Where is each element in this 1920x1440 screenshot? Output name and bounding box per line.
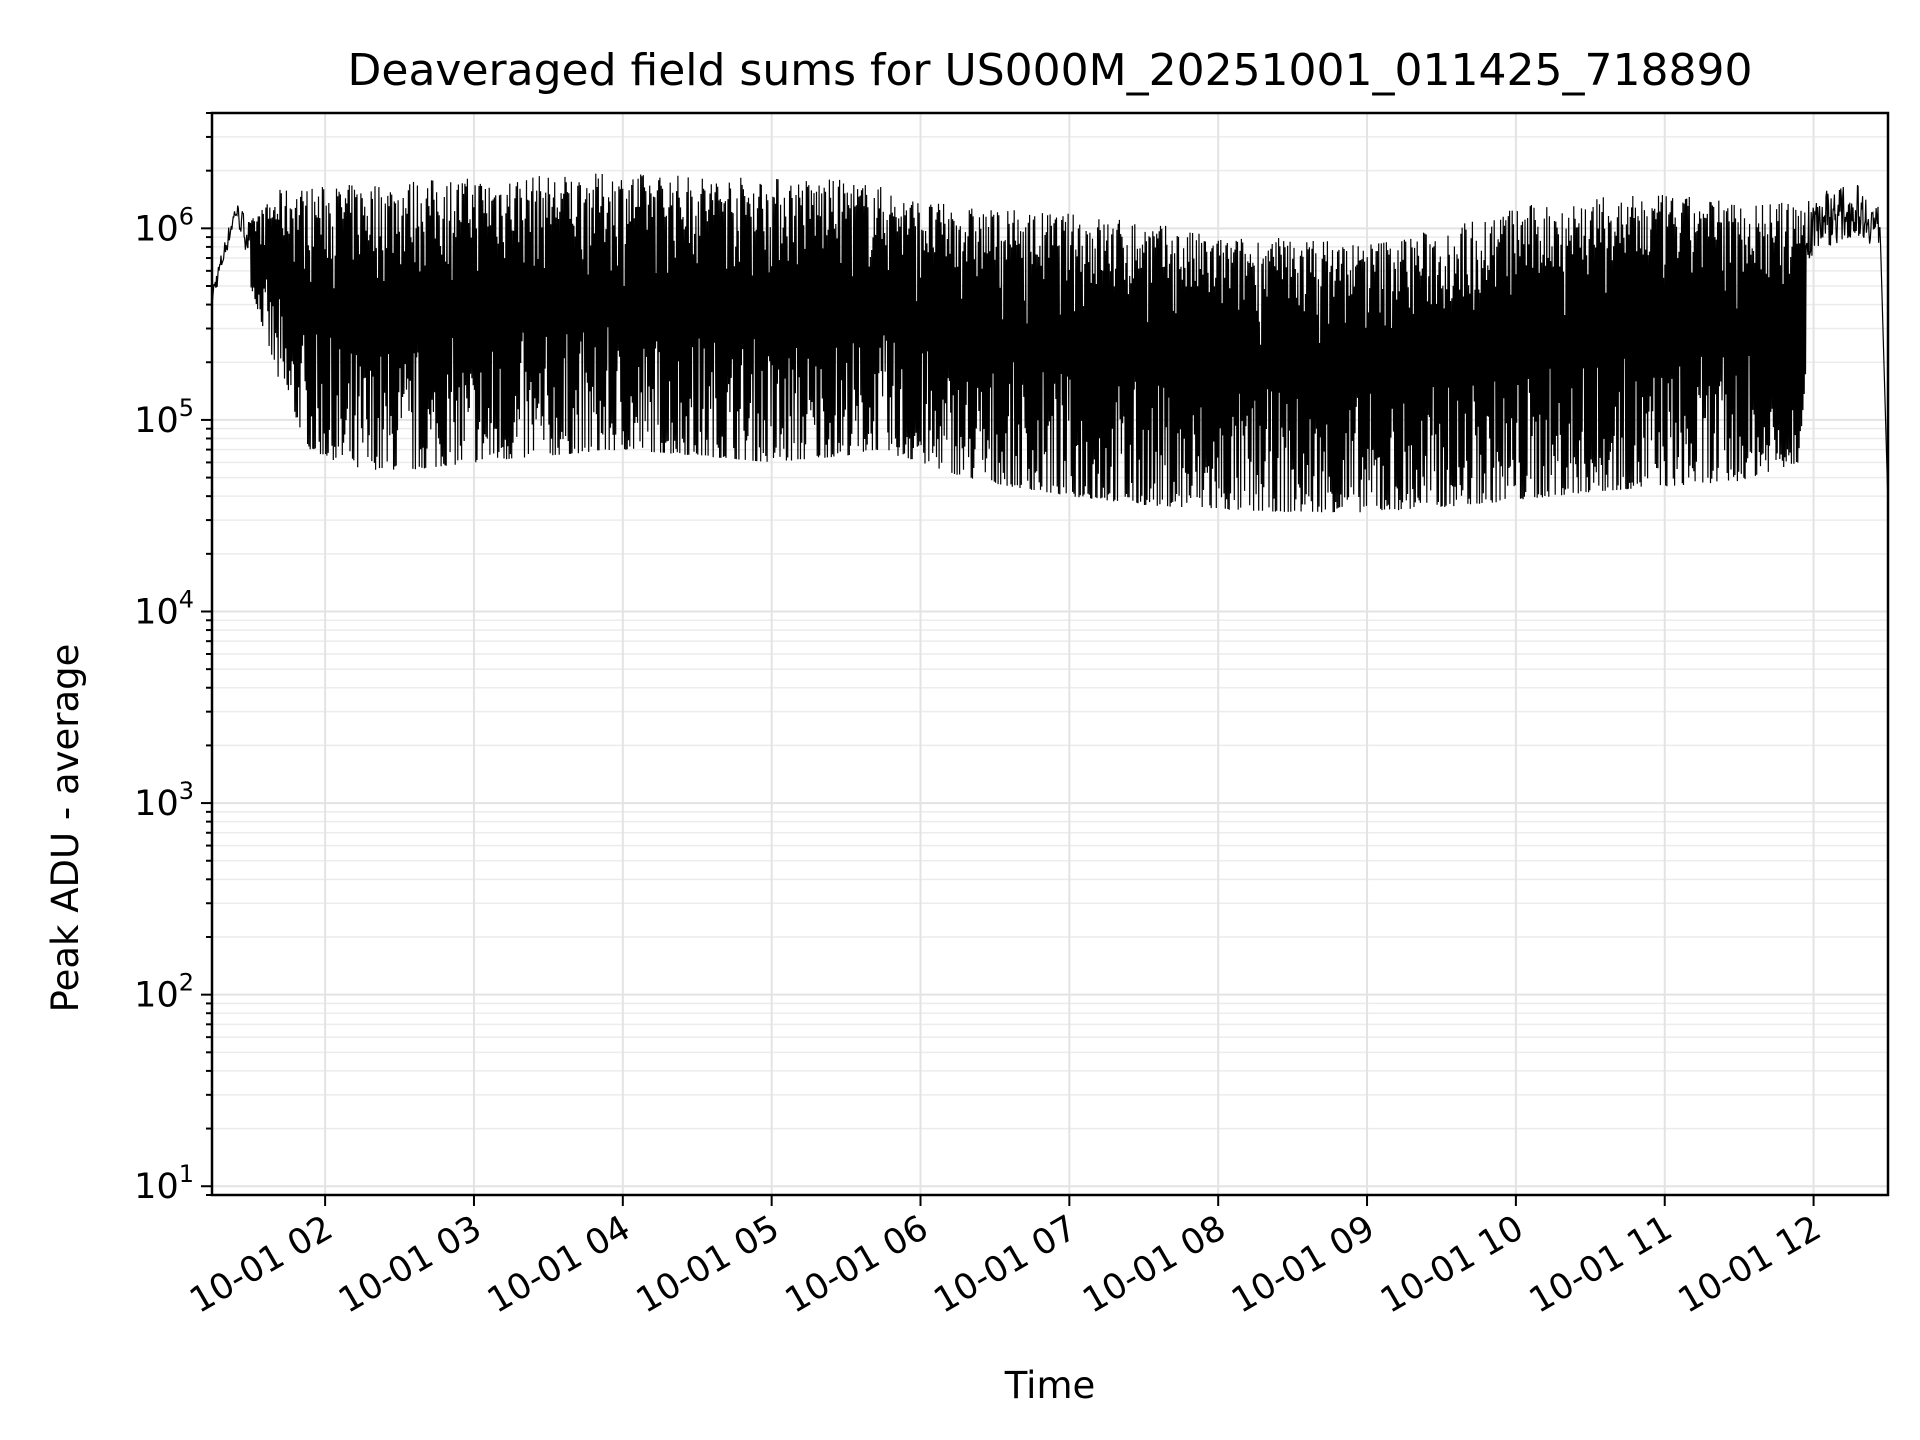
chart-title: Deaveraged field sums for US000M_2025100… — [348, 45, 1753, 96]
y-tick-label: 101 — [134, 1160, 194, 1207]
series-layer — [211, 173, 1889, 1195]
y-tick-label: 102 — [134, 969, 194, 1016]
series-line — [211, 173, 1889, 1195]
x-axis-label: Time — [1004, 1364, 1096, 1407]
y-axis-label: Peak ADU - average — [44, 644, 87, 1013]
y-tick-label: 104 — [134, 585, 194, 632]
y-tick-label: 106 — [134, 202, 194, 249]
y-tick-label: 105 — [134, 394, 194, 441]
y-axis: 101 102 103 104 105 106 — [134, 112, 212, 1207]
y-tick-label: 103 — [134, 777, 194, 824]
